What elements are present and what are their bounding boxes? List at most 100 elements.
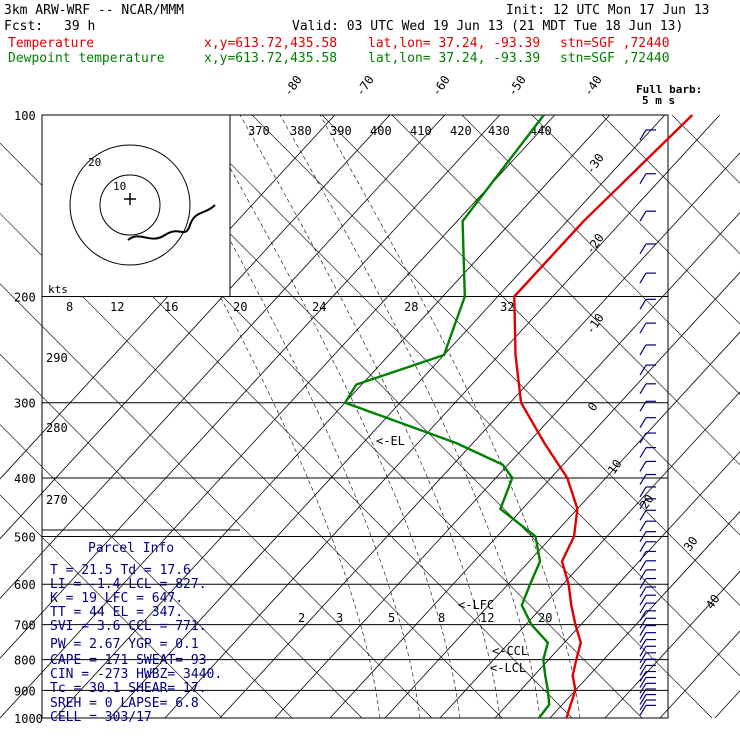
theta-label: 440 (530, 124, 552, 138)
isotherm-label: -20 (583, 231, 607, 257)
wind-barb (639, 129, 647, 141)
pressure-label: 700 (14, 619, 36, 633)
hodograph-ring-outer (69, 144, 191, 266)
wind-barb (639, 298, 647, 310)
isotherm-label: -80 (281, 73, 305, 99)
isotherm-label: 30 (681, 534, 701, 554)
dew-legend-xy: x,y=613.72,435.58 (204, 51, 337, 66)
parcel-row: Tc = 30.1 SHEAR= 17. (50, 681, 207, 696)
wind-barb (639, 688, 647, 700)
isotherm-label: -50 (505, 73, 529, 99)
isotherm-line (109, 114, 666, 719)
moist-adiabat-line (199, 114, 461, 719)
wind-barb (639, 486, 647, 498)
hodograph-center-icon (124, 193, 136, 205)
dry-adiabat-line (601, 114, 740, 255)
wind-barb (639, 645, 647, 657)
parcel-row: CAPE = 171 SWEAT= 93 (50, 653, 207, 668)
isotherm-line (274, 211, 740, 719)
theta-label: 290 (46, 351, 68, 365)
wind-barb (639, 652, 647, 664)
isotherm-line (54, 114, 611, 719)
dry-adiabat-line (671, 114, 740, 184)
temp-legend-latlon: lat,lon= 37.24, -93.39 (368, 36, 540, 51)
pressure-label: 800 (14, 654, 36, 668)
wind-barb (639, 461, 647, 472)
wind-barb (639, 569, 647, 581)
wind-barb (639, 531, 647, 542)
dry-adiabat-line (321, 114, 740, 536)
wind-barb (639, 447, 647, 458)
wind-barb (639, 594, 647, 606)
isotherm-label: 40 (703, 592, 723, 612)
isotherm-line (164, 114, 721, 719)
mixing-ratio-label: 3 (336, 611, 343, 625)
wind-barb (639, 658, 647, 670)
wind-barb (639, 344, 647, 356)
level-annotation: <-EL (376, 434, 405, 448)
theta-label: 410 (410, 124, 432, 138)
dew-legend-latlon: lat,lon= 37.24, -93.39 (368, 51, 540, 66)
theta-label: 400 (370, 124, 392, 138)
moist-adiabat-line (319, 114, 581, 719)
wind-barb (639, 322, 647, 334)
speed-label: 24 (312, 300, 326, 314)
parcel-row: CIN = -273 HWBZ= 3440. (50, 667, 222, 682)
parcel-row: SVI = 3.6 CCL = 771. (50, 619, 207, 634)
isotherm-line (0, 114, 556, 719)
moist-adiabat-line (239, 114, 501, 719)
temp-legend-stn: stn=SGF ,72440 (560, 36, 670, 51)
parcel-row: PW = 2.67 YGP = 0.1 (50, 637, 199, 652)
wind-barb (639, 610, 647, 622)
fcst-value: 39 h (64, 19, 95, 34)
moist-adiabat-line (119, 114, 381, 719)
pressure-label: 900 (14, 684, 36, 698)
isotherm-line (439, 391, 740, 719)
pressure-label: 600 (14, 578, 36, 592)
temp-legend-name: Temperature (8, 36, 94, 51)
dry-adiabat-line (251, 114, 740, 606)
wind-barb (639, 474, 647, 485)
wind-barb (639, 694, 647, 705)
barb-legend-line1: Full barb: (636, 83, 702, 96)
wind-barb (639, 705, 647, 716)
init-time: Init: 12 UTC Mon 17 Jun 13 (506, 3, 710, 18)
isotherm-label: -10 (583, 311, 607, 337)
isotherm-label: -60 (429, 73, 453, 99)
model-title: 3km ARW-WRF -- NCAR/MMM (4, 3, 184, 18)
wind-barb (639, 272, 647, 284)
isotherm-line (604, 570, 740, 719)
temp-legend-xy: x,y=613.72,435.58 (204, 36, 337, 51)
hodograph-trace (127, 204, 216, 241)
parcel-row: SREH = 0 LAPSE= 6.8 (50, 696, 199, 711)
isotherm-line (384, 331, 740, 719)
wind-barb (639, 210, 647, 222)
speed-label: 20 (233, 300, 247, 314)
wind-barb (639, 400, 647, 412)
dry-adiabat-line (391, 114, 740, 466)
isotherm-label: -30 (583, 151, 607, 177)
wind-barb (639, 665, 647, 676)
wind-barb (639, 682, 647, 694)
theta-label: 420 (450, 124, 472, 138)
wind-barb (639, 173, 647, 185)
speed-label: 12 (110, 300, 124, 314)
wind-barb (639, 417, 647, 428)
dew-legend-stn: stn=SGF ,72440 (560, 51, 670, 66)
dry-adiabat-line (531, 114, 740, 325)
hodograph-ring-label: 10 (113, 180, 126, 193)
theta-label: 280 (46, 421, 68, 435)
wind-barb (639, 520, 647, 532)
speed-label: 8 (66, 300, 73, 314)
theta-label: 430 (488, 124, 510, 138)
wind-barb (639, 639, 647, 650)
wind-barb (639, 509, 647, 521)
isotherm-line (0, 114, 391, 540)
wind-barb (639, 578, 647, 589)
wind-barb (639, 383, 647, 395)
wind-barb (639, 602, 647, 614)
pressure-label: 300 (14, 397, 36, 411)
barb-legend-line2: 5 m s (642, 94, 675, 107)
wind-barb (639, 677, 647, 688)
